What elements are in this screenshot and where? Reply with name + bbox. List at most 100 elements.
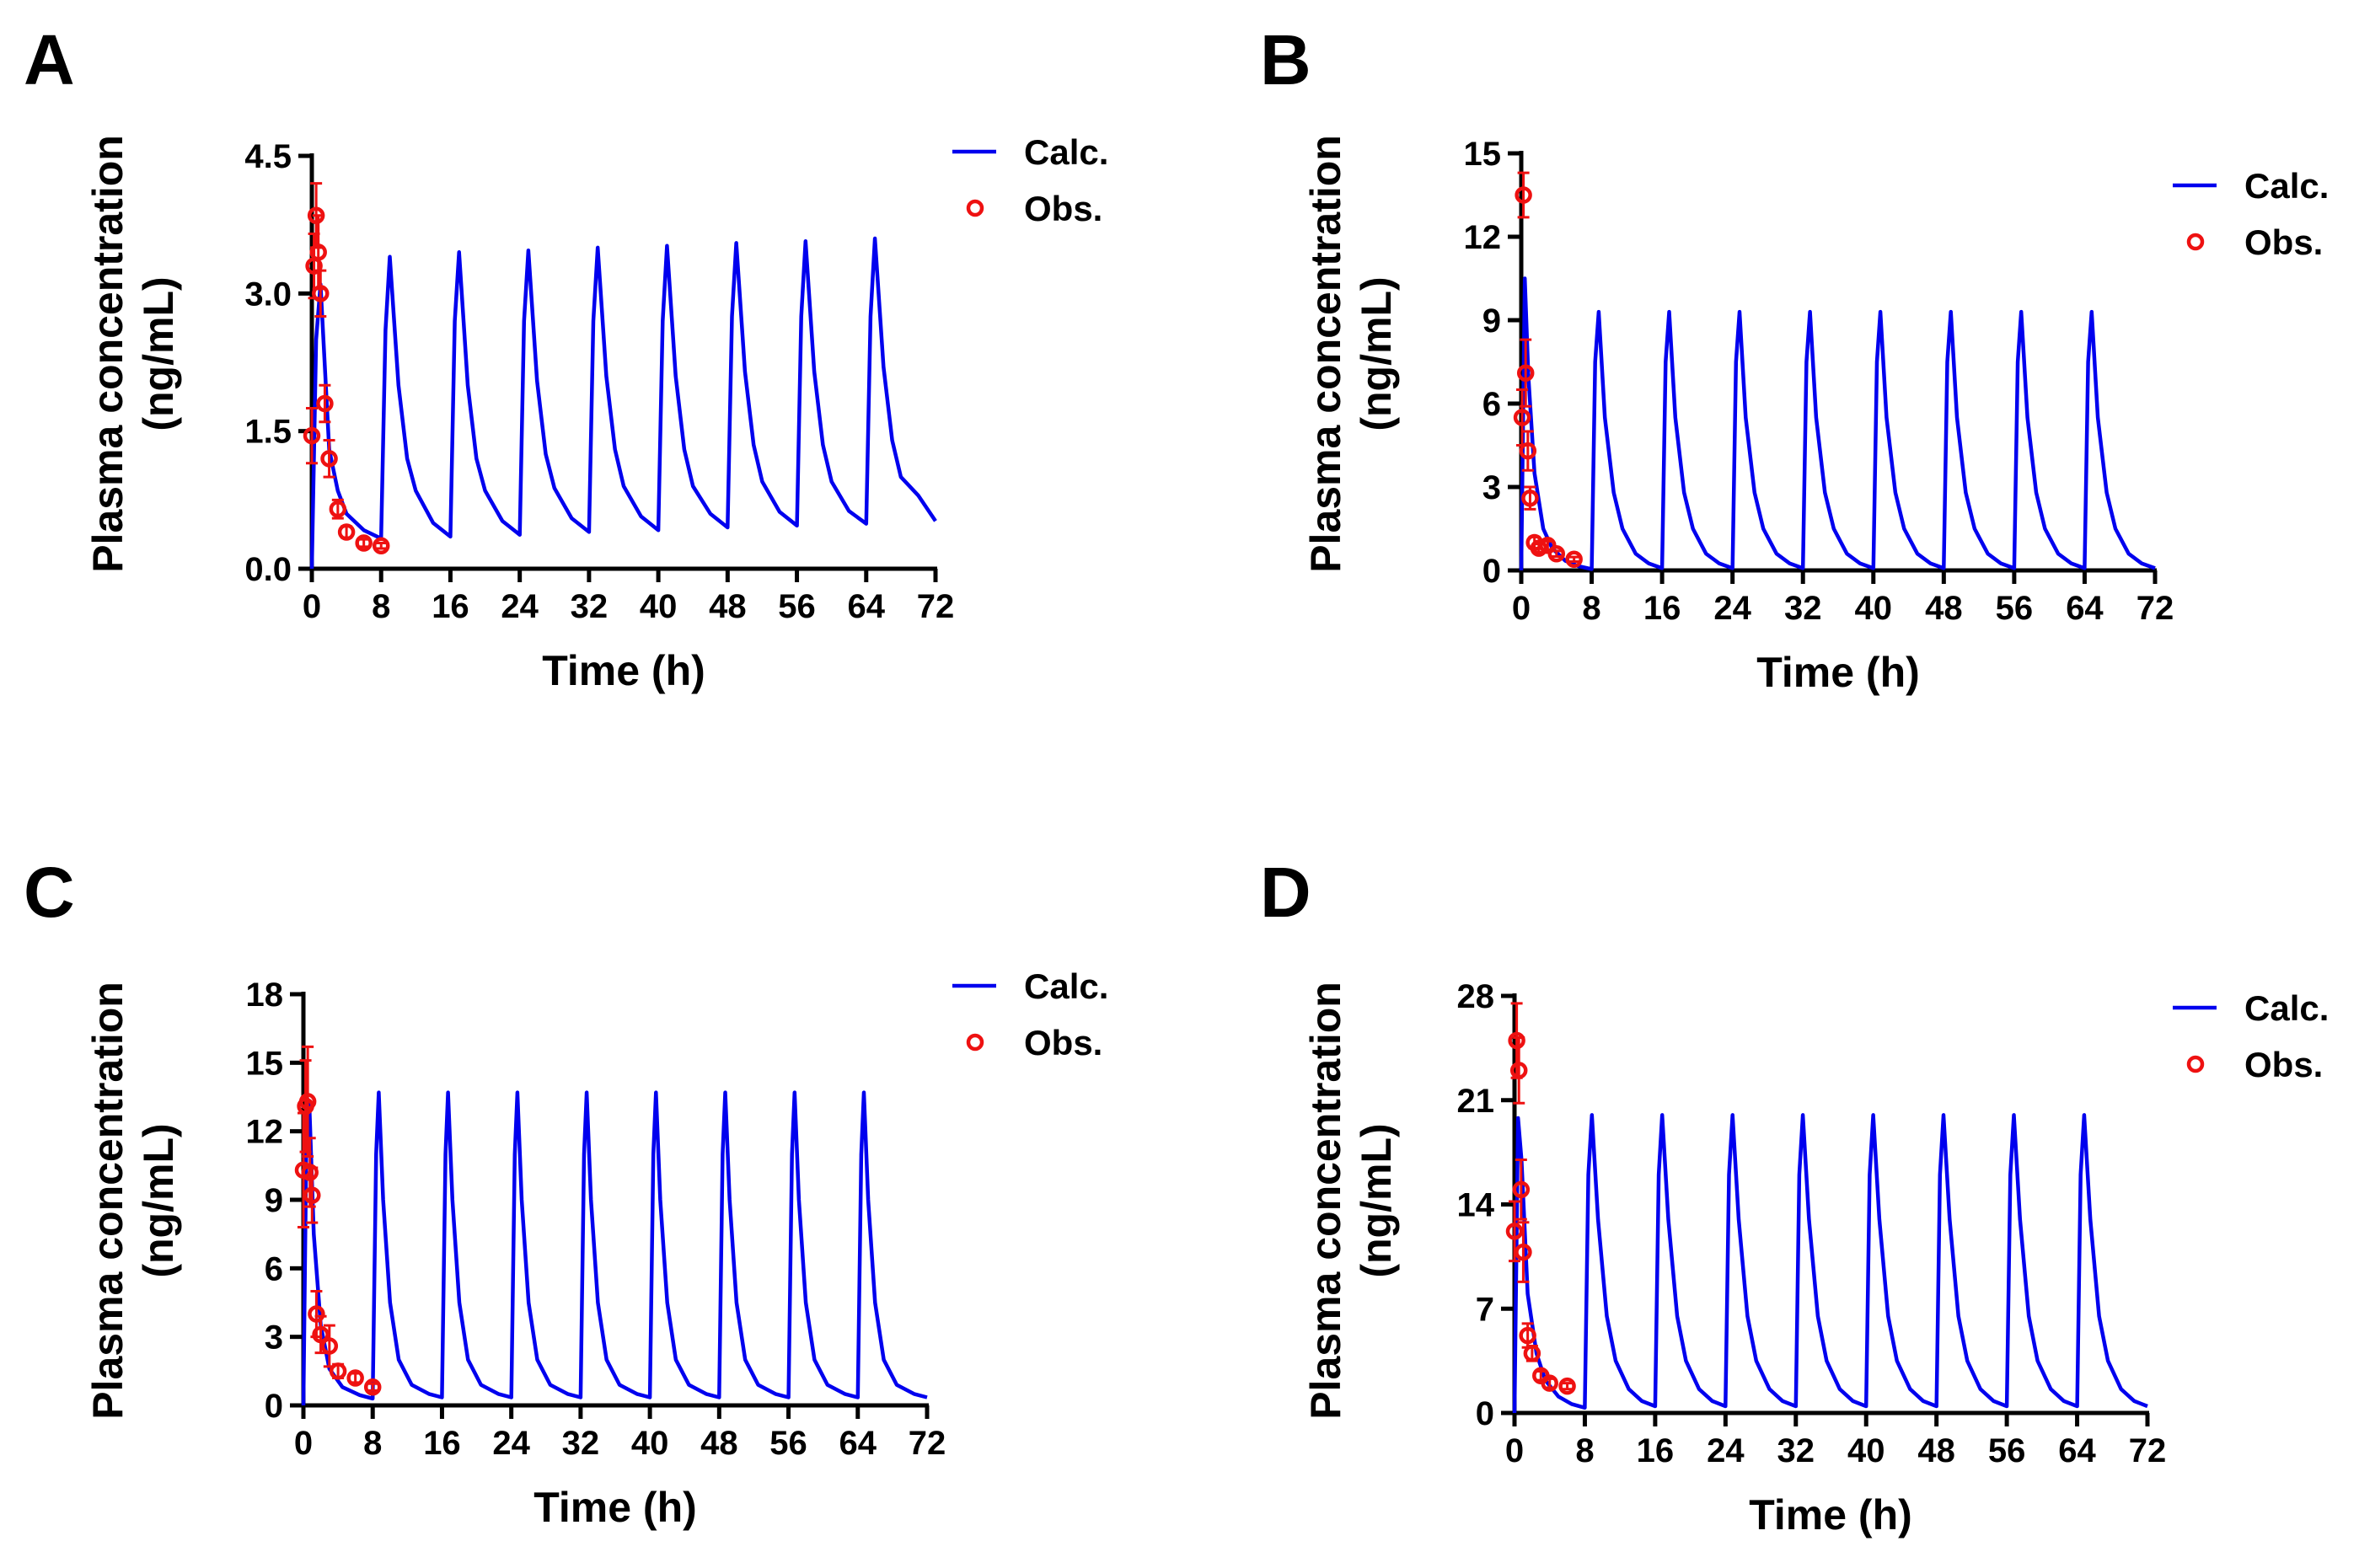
obs-data-point <box>1523 1345 1541 1362</box>
x-axis-title: Time (h) <box>533 1484 697 1531</box>
x-axis-title: Time (h) <box>1756 649 1920 696</box>
obs-data-point <box>1509 1062 1528 1079</box>
obs-data-point <box>1521 489 1539 507</box>
x-tick-label: 32 <box>1784 590 1822 627</box>
y-tick-label: 3 <box>265 1319 283 1357</box>
legend-obs-swatch <box>2186 1055 2205 1073</box>
x-tick-label: 40 <box>1855 590 1893 627</box>
y-tick-label: 21 <box>1457 1083 1495 1120</box>
obs-error-bar <box>306 406 318 465</box>
x-tick-label: 40 <box>640 588 678 625</box>
obs-data-point <box>1505 1223 1524 1240</box>
obs-error-bar <box>1513 1036 1525 1105</box>
panel-letter: A <box>24 20 75 99</box>
x-tick-label: 32 <box>1777 1432 1815 1469</box>
obs-data-point <box>303 1186 321 1204</box>
obs-error-bar <box>323 439 335 479</box>
obs-data-point <box>1515 186 1532 204</box>
panel-d: D 0 8 16 24 32 40 48 56 64 72 0 7 14 21 28 Time (h) Plasm… <box>1260 853 2329 1539</box>
obs-error-bar <box>1517 171 1530 219</box>
obs-data-point <box>312 1325 330 1344</box>
obs-data-point <box>355 534 373 552</box>
x-tick-label: 0 <box>1512 590 1531 627</box>
x-tick-label: 16 <box>1637 1432 1675 1469</box>
obs-data-point <box>1565 550 1583 569</box>
x-tick-label: 40 <box>631 1425 669 1462</box>
y-tick-label: 0 <box>1482 553 1501 590</box>
obs-data-point <box>303 426 321 445</box>
obs-data-point <box>1508 1031 1525 1050</box>
obs-error-bar <box>314 269 327 318</box>
obs-data-point <box>1519 442 1537 460</box>
legend-calc-label: Calc. <box>1024 966 1108 1006</box>
y-tick-label: 12 <box>1464 219 1502 256</box>
obs-data-point <box>1515 1243 1532 1261</box>
panel-c: C 0 8 16 24 32 40 48 56 64 72 0 3 6 9 12 15 18 Time (h) Pla… <box>24 853 1108 1531</box>
calc-series-line <box>309 236 937 570</box>
x-tick-label: 32 <box>562 1425 600 1462</box>
obs-error-bar <box>1568 555 1580 563</box>
x-tick-label: 8 <box>372 588 390 625</box>
obs-error-bar <box>375 542 388 550</box>
obs-error-bar <box>367 1382 379 1392</box>
obs-data-point <box>312 285 330 302</box>
panel-letter: B <box>1260 20 1311 99</box>
legend-calc-label: Calc. <box>1024 132 1108 172</box>
x-tick-label: 72 <box>2137 590 2174 627</box>
y-tick-label: 0.0 <box>244 551 292 588</box>
obs-error-bar <box>1520 338 1532 408</box>
x-axis-title: Time (h) <box>1749 1491 1912 1539</box>
obs-error-bar <box>1517 1221 1530 1283</box>
legend-calc-label: Calc. <box>2244 166 2329 206</box>
y-axis-title-line2: (ng/mL) <box>1353 276 1400 431</box>
y-tick-label: 6 <box>265 1250 283 1287</box>
x-tick-label: 24 <box>501 588 539 625</box>
y-axis-title-line2: (ng/mL) <box>135 276 182 431</box>
y-tick-label: 7 <box>1476 1291 1494 1328</box>
x-tick-label: 56 <box>1996 590 2034 627</box>
y-axis-title-line2: (ng/mL) <box>135 1123 182 1277</box>
x-tick-label: 16 <box>1643 590 1681 627</box>
y-tick-label: 9 <box>265 1182 283 1219</box>
y-axis-title-line2: (ng/mL) <box>1353 1123 1400 1277</box>
panel-b: B 0 8 16 24 32 40 48 56 64 72 0 3 6 9 12 15 Time (h) Plasm… <box>1260 20 2329 696</box>
y-tick-label: 12 <box>246 1114 284 1151</box>
y-tick-label: 15 <box>246 1045 284 1082</box>
obs-data-point <box>301 1164 319 1181</box>
x-tick-label: 24 <box>492 1425 530 1462</box>
x-tick-label: 72 <box>909 1425 946 1462</box>
x-tick-label: 0 <box>1505 1432 1524 1469</box>
obs-data-point <box>298 1093 317 1110</box>
obs-error-bar <box>1509 1200 1520 1263</box>
obs-data-point <box>316 394 334 413</box>
y-tick-label: 0 <box>1476 1395 1494 1432</box>
obs-data-point <box>309 243 327 261</box>
calc-series-line <box>1519 276 2156 571</box>
obs-error-bar <box>306 1166 319 1224</box>
x-tick-label: 56 <box>1988 1432 2026 1469</box>
legend: Calc. Obs. <box>952 132 1108 228</box>
y-tick-label: 0 <box>265 1388 283 1425</box>
x-tick-label: 8 <box>1575 1432 1594 1469</box>
obs-data-point <box>1541 1374 1558 1392</box>
x-tick-label: 24 <box>1707 1432 1745 1469</box>
panel-letter: D <box>1260 853 1311 932</box>
y-tick-label: 15 <box>1464 136 1502 173</box>
x-tick-label: 16 <box>423 1425 461 1462</box>
y-tick-label: 9 <box>1482 302 1501 340</box>
x-tick-label: 64 <box>839 1425 877 1462</box>
x-tick-label: 56 <box>778 588 816 625</box>
obs-data-point <box>1516 364 1535 382</box>
obs-error-bar <box>1521 430 1534 472</box>
legend: Calc. Obs. <box>2173 988 2329 1084</box>
legend-calc-label: Calc. <box>2244 988 2329 1028</box>
legend-obs-label: Obs. <box>2244 222 2323 262</box>
y-tick-label: 3.0 <box>244 276 292 313</box>
x-axis-title: Time (h) <box>542 647 705 694</box>
obs-error-bar <box>319 383 331 424</box>
obs-data-point <box>1558 1377 1576 1395</box>
y-axis-title-line1: Plasma concentration <box>84 982 131 1420</box>
obs-data-point <box>1513 409 1531 426</box>
obs-data-point <box>363 1378 382 1396</box>
